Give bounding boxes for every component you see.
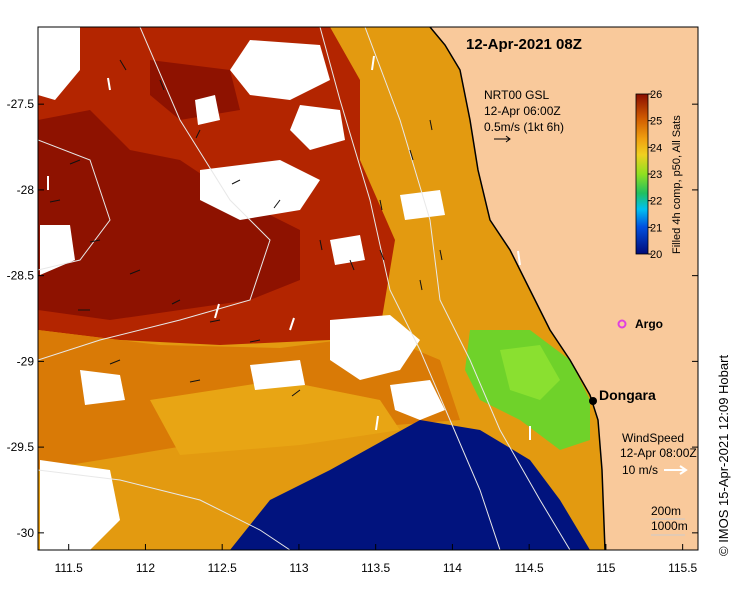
current-vectors [49, 59, 443, 397]
wind-legend: WindSpeed 12-Apr 08:00Z 10 m/s [620, 431, 697, 477]
colorbar-tick-label: 24 [650, 142, 662, 154]
y-tick-label: -27.5 [7, 97, 35, 111]
wind-legend-line-1: WindSpeed [622, 431, 684, 445]
y-tick-label: -30 [17, 526, 35, 540]
x-tick-label: 115.5 [668, 561, 697, 575]
depth-legend-1000m: 1000m [651, 519, 688, 533]
colorbar-tick-label: 23 [650, 169, 662, 181]
cold-sst-region [230, 420, 590, 550]
y-tick-label: -28 [17, 183, 35, 197]
x-tick-label: 112.5 [208, 561, 237, 575]
wind-legend-line-2: 12-Apr 08:00Z [620, 446, 697, 460]
map-plot-area [38, 27, 698, 550]
colorbar-tick-label: 26 [650, 89, 662, 101]
x-tick-label: 115 [596, 561, 615, 575]
colorbar-tick-label: 21 [650, 222, 662, 234]
currents-legend-line-1: NRT00 GSL [484, 88, 549, 102]
depth-legend-200m: 200m [651, 504, 681, 518]
x-axis: 111.5 112 112.5 113 113.5 114 114.5 115 115.5 [55, 544, 698, 575]
colorbar: 20 21 22 23 24 25 26 Filled 4h comp, p50, All … [635, 89, 683, 261]
credit-text: © IMOS 15-Apr-2021 12:09 Hobart [716, 355, 731, 556]
x-tick-label: 112 [136, 561, 155, 575]
wind-legend-line-3: 10 m/s [622, 463, 658, 477]
cloud-mask [38, 27, 445, 550]
x-tick-label: 111.5 [55, 561, 84, 575]
hot-sst-north [150, 60, 240, 120]
colorbar-tick-label: 25 [650, 116, 662, 128]
currents-scale-arrow-icon [494, 135, 511, 143]
wind-vectors [47, 55, 531, 440]
green-sst-patch-2 [500, 345, 560, 400]
depth-legend: 200m 1000m [651, 504, 688, 536]
y-tick-label: -28.5 [7, 269, 35, 283]
map-title: 12-Apr-2021 08Z [466, 36, 582, 53]
x-tick-label: 113.5 [361, 561, 390, 575]
land-mass [430, 27, 698, 550]
plot-frame [37, 26, 699, 551]
colorbar-tick-label: 22 [650, 196, 662, 208]
colorbar-tick-label: 20 [650, 249, 662, 261]
argo-marker: Argo [617, 317, 663, 331]
x-tick-label: 114 [443, 561, 462, 575]
y-tick-label: -29.5 [7, 440, 35, 454]
bathymetry-contours [38, 27, 571, 550]
currents-legend-line-3: 0.5m/s (1kt 6h) [484, 120, 564, 134]
mid-sst-band [150, 380, 400, 455]
currents-legend-line-2: 12-Apr 06:00Z [484, 104, 561, 118]
colorbar-ticks: 20 21 22 23 24 25 26 [648, 89, 662, 261]
argo-label: Argo [635, 317, 663, 331]
wind-scale-arrow-icon [664, 465, 688, 475]
colorbar-label: Filled 4h comp, p50, All Sats [671, 115, 683, 254]
colorbar-gradient [635, 93, 649, 255]
argo-float-icon [617, 319, 627, 329]
y-axis: -27.5 -28 -28.5 -29 -29.5 -30 [7, 97, 698, 540]
x-tick-label: 114.5 [515, 561, 544, 575]
town-dot-icon [589, 397, 597, 405]
currents-legend: NRT00 GSL 12-Apr 06:00Z 0.5m/s (1kt 6h) [484, 88, 564, 143]
coastline [429, 27, 606, 550]
dongara-marker: Dongara [589, 387, 656, 405]
x-tick-label: 113 [289, 561, 308, 575]
y-tick-label: -29 [17, 354, 35, 368]
dongara-label: Dongara [599, 387, 656, 403]
hot-sst-core [38, 110, 300, 320]
